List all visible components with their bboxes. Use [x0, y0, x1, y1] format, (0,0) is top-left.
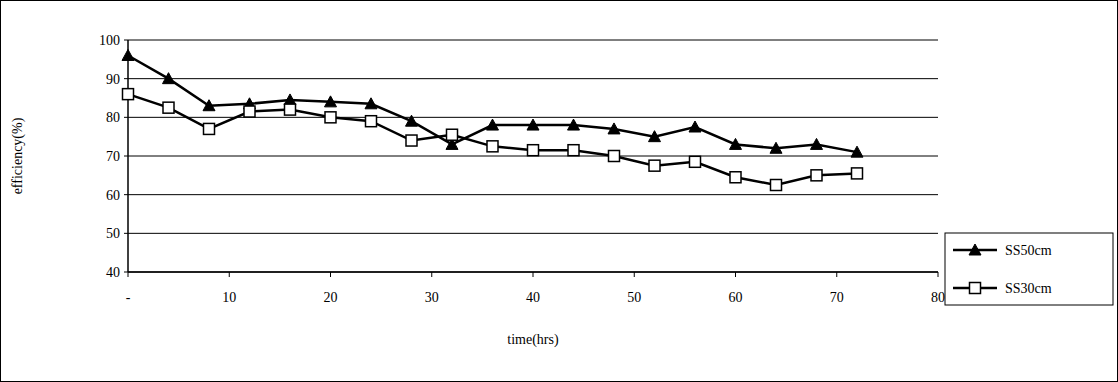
- data-point: [123, 89, 134, 100]
- data-point: [609, 151, 620, 162]
- x-tick: [634, 272, 635, 277]
- y-axis-title: efficiency(%): [10, 117, 26, 194]
- x-tick-label: 80: [931, 290, 945, 305]
- data-point: [771, 180, 782, 191]
- data-point: [690, 156, 701, 167]
- y-axis: [127, 40, 129, 272]
- data-point: [730, 172, 741, 183]
- legend-label: SS30cm: [1005, 281, 1052, 296]
- legend-marker: [970, 283, 981, 294]
- series-line: [128, 94, 857, 185]
- data-point: [122, 49, 134, 60]
- data-point: [487, 119, 499, 130]
- data-point: [852, 168, 863, 179]
- y-tick-label: 70: [106, 149, 120, 164]
- grid-line: [128, 233, 938, 234]
- y-tick-label: 40: [106, 265, 120, 280]
- data-point: [285, 104, 296, 115]
- data-point: [203, 100, 215, 111]
- grid-line: [128, 194, 938, 195]
- x-tick: [431, 272, 432, 277]
- data-point: [689, 121, 701, 132]
- grid-line: [128, 78, 938, 79]
- x-tick: [938, 272, 939, 277]
- data-point: [284, 94, 296, 105]
- data-point: [365, 98, 377, 109]
- data-point: [487, 141, 498, 152]
- y-tick-label: 100: [99, 33, 120, 48]
- y-tick-label: 90: [106, 72, 120, 87]
- x-tick-label: 30: [425, 290, 439, 305]
- data-point: [163, 102, 174, 113]
- data-point: [527, 119, 539, 130]
- data-point: [325, 96, 337, 107]
- legend-label: SS50cm: [1005, 243, 1052, 258]
- x-tick-label: 70: [830, 290, 844, 305]
- data-point: [406, 115, 418, 126]
- x-tick-label: 10: [222, 290, 236, 305]
- chart-svg: 40 50 60 70 80 90 100 - 10 20 30 40 50 60 70 80 efficien…: [0, 0, 1118, 382]
- y-tick-label: 50: [106, 226, 120, 241]
- legend-box: [945, 233, 1113, 305]
- data-point: [447, 129, 458, 140]
- legend: SS50cm SS30cm: [945, 233, 1113, 305]
- data-point: [244, 106, 255, 117]
- series-line: [128, 55, 857, 152]
- chart-container: 40 50 60 70 80 90 100 - 10 20 30 40 50 60 70 80 efficien…: [0, 0, 1118, 382]
- grid-line: [128, 40, 938, 41]
- x-tick: [229, 272, 230, 277]
- chart-frame: [1, 1, 1118, 382]
- data-point: [406, 135, 417, 146]
- x-tick: [735, 272, 736, 277]
- y-tick-label: 60: [106, 188, 120, 203]
- data-point: [730, 138, 742, 149]
- data-point: [163, 73, 175, 84]
- x-axis-title: time(hrs): [507, 332, 559, 348]
- data-point: [770, 142, 782, 153]
- x-tick-label: 60: [729, 290, 743, 305]
- data-point: [528, 145, 539, 156]
- data-point: [366, 116, 377, 127]
- x-tick-label: 50: [627, 290, 641, 305]
- data-point: [608, 123, 620, 134]
- x-tick: [330, 272, 331, 277]
- legend-marker: [969, 244, 981, 255]
- data-point: [325, 112, 336, 123]
- data-point: [204, 123, 215, 134]
- x-tick: [128, 272, 129, 277]
- data-point: [649, 131, 661, 142]
- data-point: [568, 119, 580, 130]
- data-point: [811, 170, 822, 181]
- y-tick-label: 80: [106, 110, 120, 125]
- data-point: [851, 146, 863, 157]
- data-point: [649, 160, 660, 171]
- x-tick-label: 40: [526, 290, 540, 305]
- plot-data: [122, 49, 863, 190]
- data-point: [568, 145, 579, 156]
- x-tick-label: 20: [324, 290, 338, 305]
- x-tick: [836, 272, 837, 277]
- x-tick: [533, 272, 534, 277]
- x-tick-label: -: [126, 290, 131, 305]
- data-point: [811, 138, 823, 149]
